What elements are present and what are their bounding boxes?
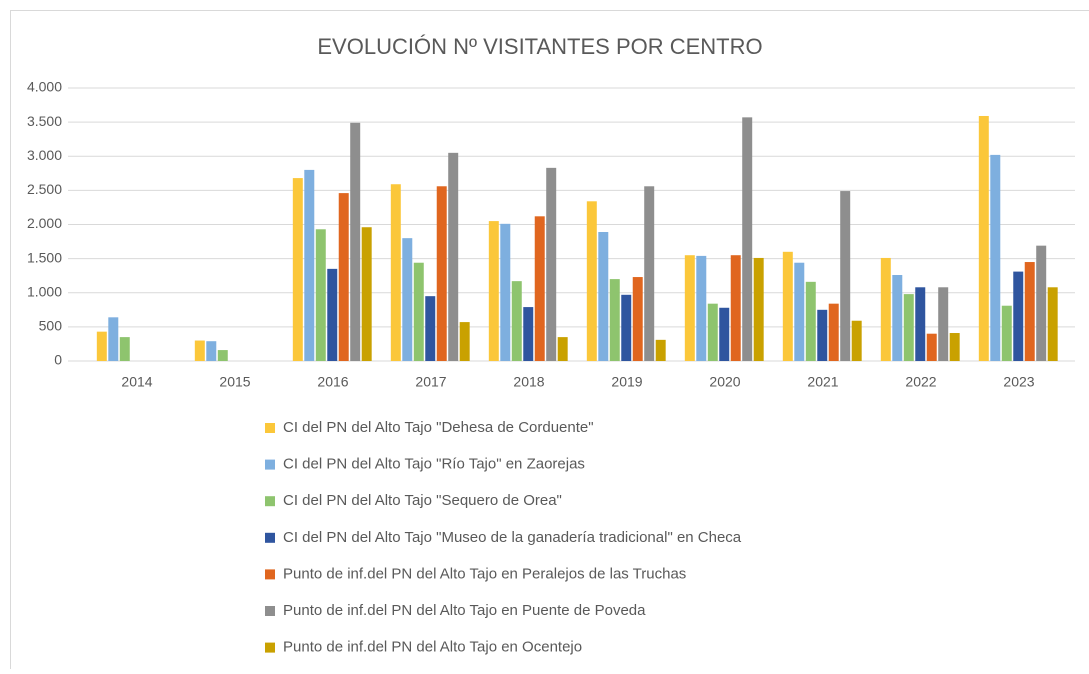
bar xyxy=(523,307,533,361)
chart-title: EVOLUCIÓN Nº VISITANTES POR CENTRO xyxy=(317,34,762,59)
bar xyxy=(195,341,205,361)
bar xyxy=(218,350,228,361)
bar xyxy=(1013,272,1023,361)
x-tick-label: 2023 xyxy=(1003,374,1034,390)
bar xyxy=(927,334,937,361)
bar xyxy=(633,277,643,361)
bar xyxy=(904,294,914,361)
bar xyxy=(938,287,948,361)
bar xyxy=(391,184,401,361)
bar xyxy=(350,123,360,361)
legend-swatch xyxy=(265,423,275,433)
bar xyxy=(414,263,424,361)
x-tick-label: 2017 xyxy=(415,374,446,390)
bar xyxy=(881,258,891,361)
legend-swatch xyxy=(265,606,275,616)
legend-swatch xyxy=(265,533,275,543)
x-tick-label: 2019 xyxy=(611,374,642,390)
bar xyxy=(489,221,499,361)
bar xyxy=(120,337,130,361)
y-tick-label: 2.000 xyxy=(27,215,62,231)
bar xyxy=(339,193,349,361)
bar xyxy=(915,287,925,361)
bar xyxy=(1048,287,1058,361)
y-tick-label: 2.500 xyxy=(27,181,62,197)
bar xyxy=(754,258,764,361)
legend-swatch xyxy=(265,643,275,653)
bar xyxy=(621,295,631,361)
x-tick-label: 2015 xyxy=(219,374,250,390)
y-tick-label: 1.500 xyxy=(27,249,62,265)
legend-label: Punto de inf.del PN del Alto Tajo en Per… xyxy=(283,565,686,582)
bar xyxy=(1036,246,1046,361)
bar xyxy=(1025,262,1035,361)
x-tick-label: 2014 xyxy=(121,374,152,390)
legend-label: Punto de inf.del PN del Alto Tajo en Pue… xyxy=(283,602,646,619)
x-tick-label: 2016 xyxy=(317,374,348,390)
bar xyxy=(1002,306,1012,361)
legend-swatch xyxy=(265,496,275,506)
bar xyxy=(448,153,458,361)
y-tick-label: 500 xyxy=(39,318,63,334)
bar xyxy=(206,341,216,361)
bar xyxy=(892,275,902,361)
x-tick-label: 2021 xyxy=(807,374,838,390)
bar xyxy=(990,155,1000,361)
x-tick-label: 2020 xyxy=(709,374,740,390)
bar xyxy=(327,269,337,361)
bar xyxy=(806,282,816,361)
bar xyxy=(783,252,793,361)
bar xyxy=(402,238,412,361)
legend-label: CI del PN del Alto Tajo "Río Tajo" en Za… xyxy=(283,456,585,473)
y-tick-label: 3.000 xyxy=(27,147,62,163)
legend-swatch xyxy=(265,569,275,579)
bar xyxy=(685,255,695,361)
bar xyxy=(362,227,372,361)
y-tick-label: 1.000 xyxy=(27,283,62,299)
bar xyxy=(512,281,522,361)
y-tick-label: 0 xyxy=(54,352,62,368)
bar xyxy=(304,170,314,361)
bar xyxy=(293,178,303,361)
bar xyxy=(587,201,597,361)
y-tick-label: 4.000 xyxy=(27,79,62,95)
bar xyxy=(546,168,556,361)
bar xyxy=(731,255,741,361)
bar xyxy=(316,229,326,361)
x-tick-label: 2018 xyxy=(513,374,544,390)
bar xyxy=(742,117,752,361)
x-tick-label: 2022 xyxy=(905,374,936,390)
bar xyxy=(535,216,545,361)
legend-swatch xyxy=(265,460,275,470)
bar xyxy=(719,308,729,361)
bar xyxy=(656,340,666,361)
bar xyxy=(950,333,960,361)
legend-label: Punto de inf.del PN del Alto Tajo en Oce… xyxy=(283,639,582,656)
legend-label: CI del PN del Alto Tajo "Museo de la gan… xyxy=(283,529,742,546)
bar xyxy=(108,317,118,361)
bar xyxy=(437,186,447,361)
bar xyxy=(610,279,620,361)
bar xyxy=(696,256,706,361)
bar xyxy=(829,304,839,361)
bar xyxy=(598,232,608,361)
bar xyxy=(852,321,862,361)
bar xyxy=(794,263,804,361)
bar xyxy=(460,322,470,361)
legend-label: CI del PN del Alto Tajo "Dehesa de Cordu… xyxy=(283,419,594,436)
bar xyxy=(708,304,718,361)
bar xyxy=(558,337,568,361)
bar xyxy=(840,191,850,361)
bar xyxy=(500,224,510,361)
legend-label: CI del PN del Alto Tajo "Sequero de Orea… xyxy=(283,492,562,509)
bar xyxy=(425,296,435,361)
bar xyxy=(979,116,989,361)
bar xyxy=(97,332,107,361)
bar xyxy=(817,310,827,361)
y-tick-label: 3.500 xyxy=(27,113,62,129)
bar xyxy=(644,186,654,361)
